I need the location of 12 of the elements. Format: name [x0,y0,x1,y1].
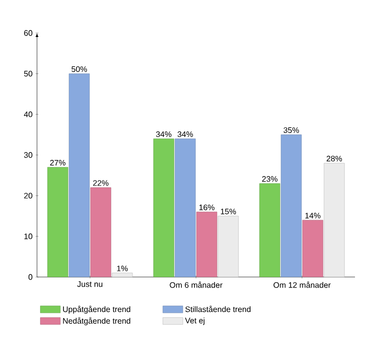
bar [153,138,174,278]
bar [68,74,90,278]
bar [280,134,302,278]
bar [47,167,68,278]
bar [90,187,112,278]
bar [302,220,324,278]
bar [259,183,280,278]
bar [112,272,133,278]
bar [174,138,196,278]
bar [196,212,218,278]
bar [324,162,345,278]
bar [218,216,239,278]
